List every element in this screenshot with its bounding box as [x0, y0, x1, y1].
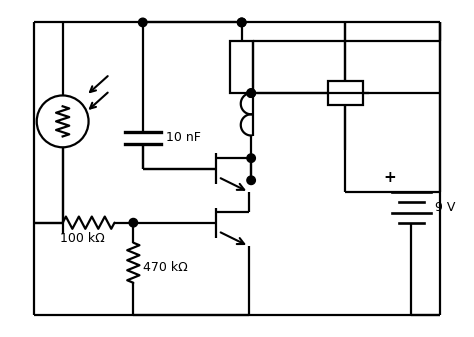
Circle shape [237, 18, 246, 27]
Circle shape [247, 89, 255, 97]
Circle shape [129, 218, 137, 227]
Text: 10 nF: 10 nF [166, 131, 201, 144]
Bar [230, 41, 254, 93]
Circle shape [237, 18, 246, 27]
Text: 9 V: 9 V [435, 201, 456, 214]
Circle shape [138, 18, 147, 27]
Text: 470 kΩ: 470 kΩ [143, 261, 188, 274]
Text: +: + [384, 171, 397, 185]
Text: 100 kΩ: 100 kΩ [60, 232, 105, 245]
Circle shape [247, 89, 255, 97]
Bar [328, 81, 363, 105]
Circle shape [247, 154, 255, 162]
Circle shape [247, 176, 255, 185]
